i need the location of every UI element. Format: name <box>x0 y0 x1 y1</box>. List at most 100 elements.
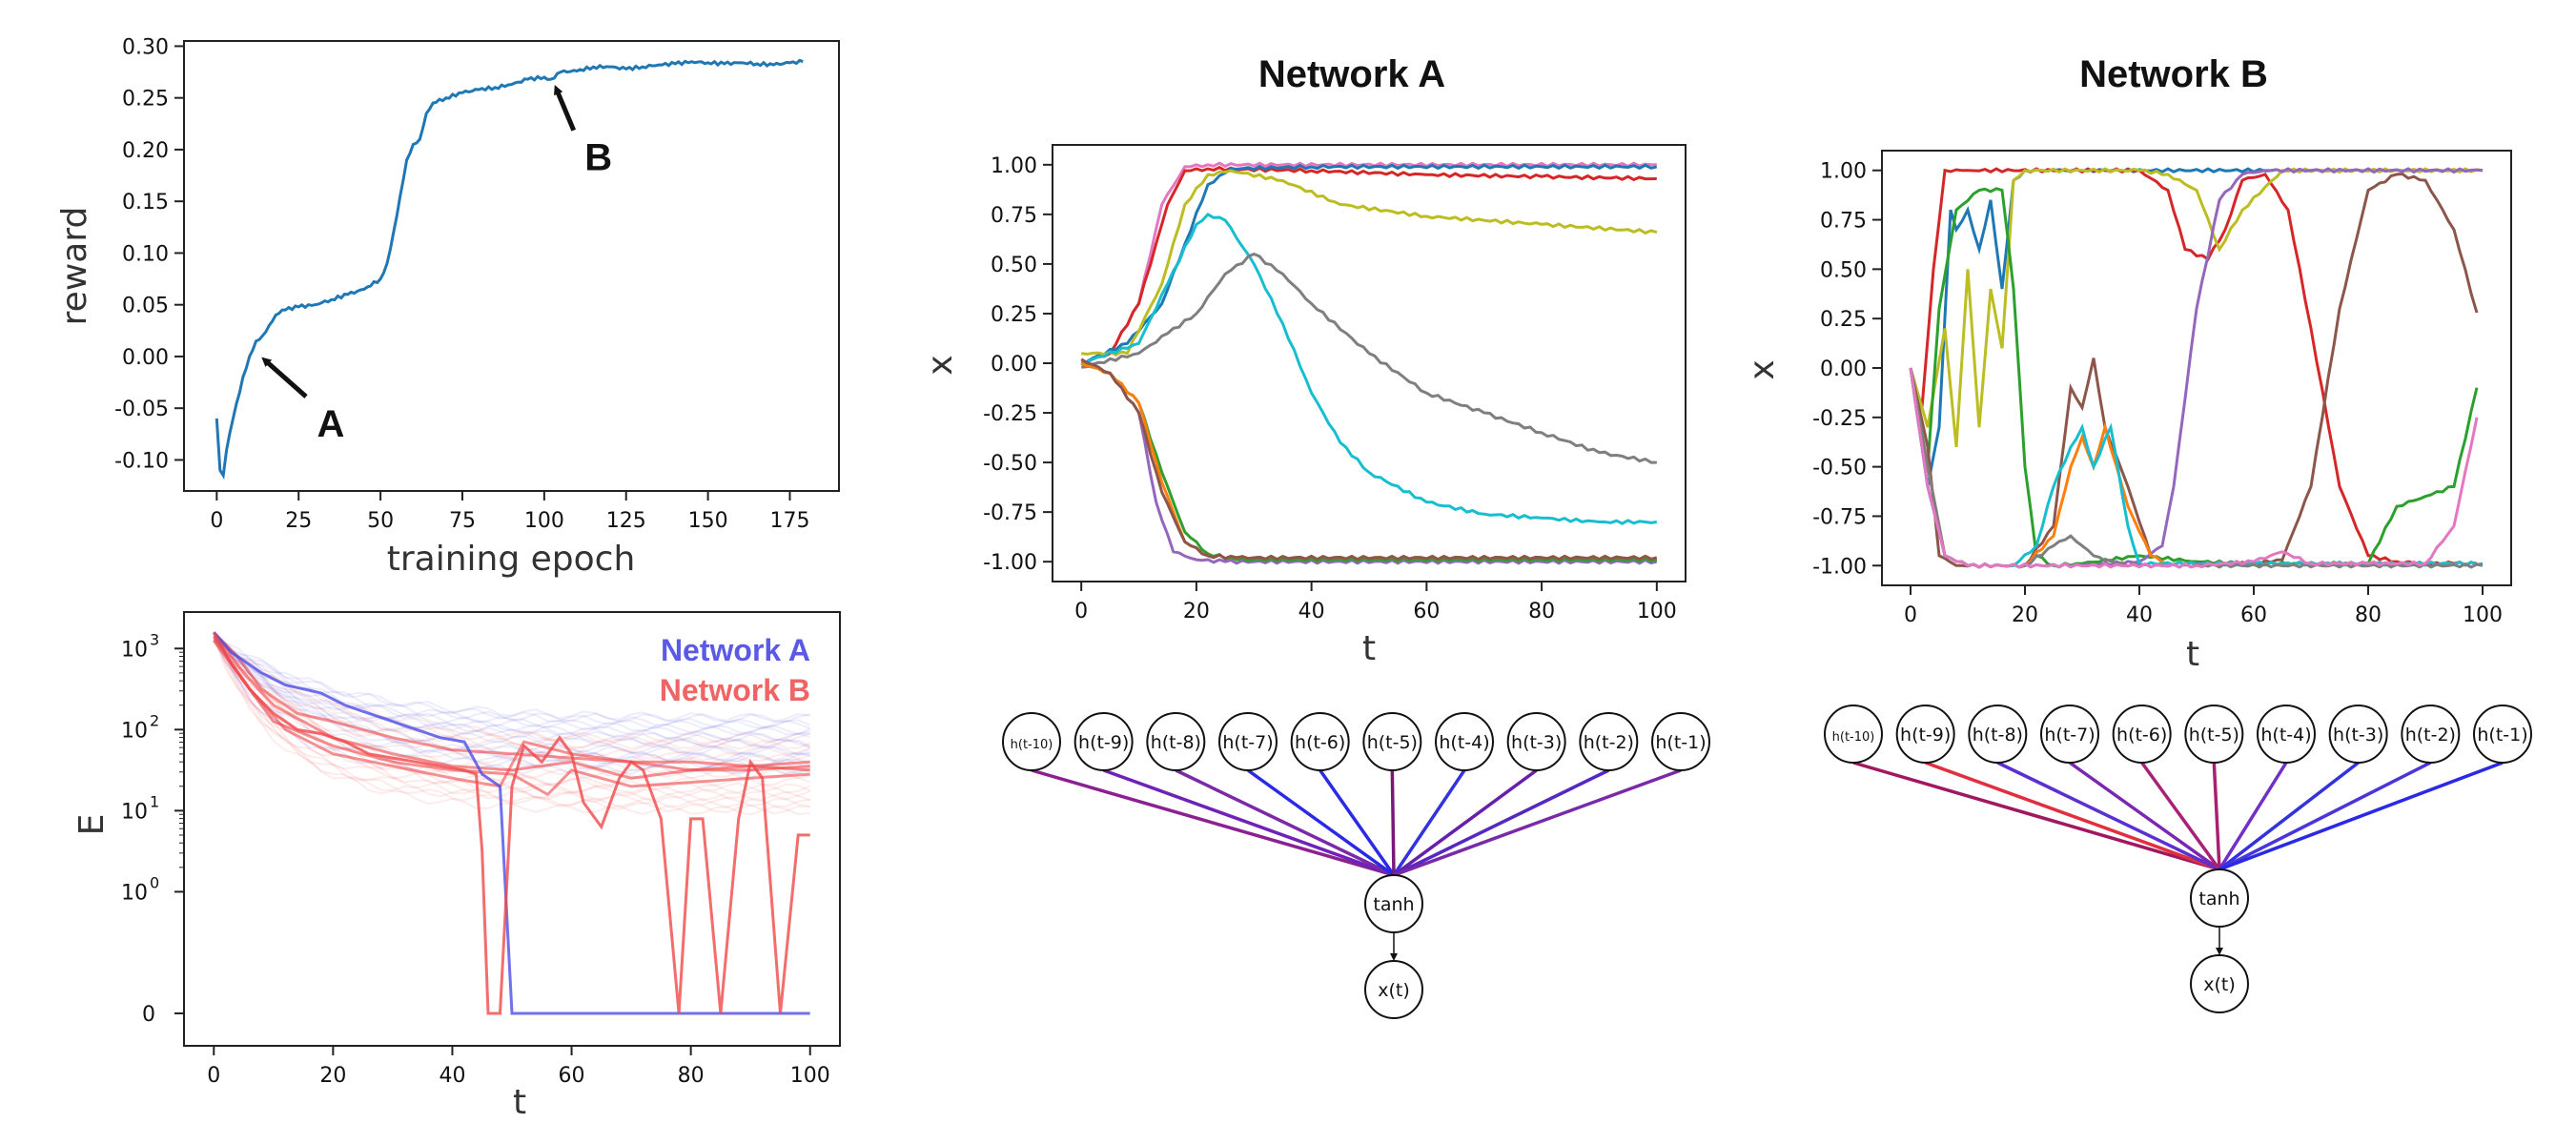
input-node <box>2473 705 2532 764</box>
y-tick-label: -0.25 <box>983 402 1037 426</box>
trajectory-line <box>1909 367 2484 569</box>
x-tick-label: 100 <box>2463 603 2503 627</box>
network-a-y-ticks: -1.00 -0.75 -0.50 -0.25 0.00 0.25 0.50 0.75 1.00 <box>983 154 1053 575</box>
connection-edge <box>1031 768 1395 877</box>
x-tick-label: 20 <box>1183 600 1210 623</box>
reward-x-label: training epoch <box>387 540 636 579</box>
annotation-label: B <box>584 137 612 179</box>
network-b-plot-frame <box>1881 150 2512 586</box>
x-tick-label: 20 <box>2012 603 2038 627</box>
trajectory-line <box>1080 165 1657 365</box>
connection-edge <box>2212 762 2221 870</box>
network-a-x-label: t <box>1362 629 1376 668</box>
y-tick-exponent: 3 <box>150 630 159 648</box>
y-tick-label: 1.00 <box>991 154 1037 178</box>
energy-lines <box>212 631 810 1015</box>
network-a-title: Network A <box>1258 53 1445 95</box>
y-tick-label: 0.30 <box>122 35 169 59</box>
output-node-label: x(t) <box>2203 974 2236 995</box>
input-node-label: h(t-7) <box>2044 725 2095 746</box>
energy-faint-line <box>213 631 810 742</box>
connection-edge <box>2218 762 2288 870</box>
connection-edge <box>1852 761 2220 871</box>
connection-edge <box>1175 768 1395 877</box>
x-tick-label: 40 <box>2126 603 2153 627</box>
trajectory-line <box>1909 367 2479 569</box>
annotation-label: A <box>317 403 345 445</box>
y-tick-label: -1.00 <box>983 551 1037 575</box>
reward-x-ticks: 0 25 50 75 100 125 150 175 <box>210 491 809 533</box>
connection-edge <box>1392 769 1466 876</box>
output-node-label: x(t) <box>1378 980 1410 1001</box>
connection-edge <box>2068 761 2221 871</box>
y-tick-label: 0.25 <box>991 303 1037 327</box>
input-node <box>1002 712 1061 771</box>
annotation-arrow <box>261 357 308 398</box>
connection-edge <box>1996 761 2220 871</box>
trajectory-line <box>1909 167 2484 487</box>
input-node <box>1579 712 1639 771</box>
energy-x-label: t <box>513 1083 526 1122</box>
y-tick-label: 0.20 <box>122 139 169 163</box>
connection-edge <box>1319 768 1396 877</box>
trajectory-line <box>1080 161 1657 365</box>
legend-network-a: Network A <box>661 633 810 667</box>
y-tick-label: 0.25 <box>122 88 169 112</box>
input-node-label: h(t-5) <box>1367 732 1418 753</box>
x-tick-label: 100 <box>790 1064 830 1088</box>
y-tick-label: 10 <box>121 719 148 743</box>
y-tick-label: 10 <box>121 881 148 905</box>
x-tick-label: 100 <box>524 509 564 533</box>
trajectory-line <box>1909 187 2479 569</box>
y-tick-label: -0.25 <box>1812 407 1867 431</box>
x-tick-label: 0 <box>1074 600 1088 623</box>
network-a-y-label: x <box>921 355 960 375</box>
x-tick-label: 80 <box>2355 603 2382 627</box>
connection-edge <box>2218 761 2360 871</box>
reward-plot-frame <box>183 40 840 492</box>
x-tick-label: 50 <box>367 509 394 533</box>
trajectory-line <box>1909 167 2478 567</box>
x-tick-label: 0 <box>207 1064 220 1088</box>
reward-y-label: reward <box>55 207 94 326</box>
energy-faint-line <box>213 638 810 748</box>
input-node <box>1824 705 1883 764</box>
y-tick-label: 0.00 <box>1820 358 1867 381</box>
network-b-diagram: h(t-10) h(t-9) h(t-8) h(t-7) h(t-6) h(t-5) h(t… <box>1824 705 2532 1013</box>
input-node <box>2328 705 2388 764</box>
x-tick-label: 80 <box>1528 600 1555 623</box>
x-tick-label: 20 <box>319 1064 346 1088</box>
network-a-x-ticks: 0 20 40 60 80 100 <box>1074 582 1677 623</box>
legend-network-b: Network B <box>660 673 810 707</box>
network-a-lines <box>1080 161 1658 565</box>
energy-faint-line <box>213 636 811 749</box>
y-tick-label: -0.75 <box>983 501 1037 525</box>
input-node <box>2184 705 2244 764</box>
input-node-label: h(t-10) <box>1832 730 1875 745</box>
energy-faint-line <box>213 633 810 743</box>
y-tick-label: -0.75 <box>1812 505 1867 529</box>
x-tick-label: 80 <box>678 1064 705 1088</box>
energy-faint-line <box>213 637 811 756</box>
input-node-label: h(t-2) <box>2405 725 2456 746</box>
y-tick-label: 0.05 <box>122 295 169 318</box>
y-tick-label: 0.25 <box>1820 308 1867 332</box>
input-node-label: h(t-6) <box>1295 732 1345 753</box>
network-b-y-ticks: -1.00 -0.75 -0.50 -0.25 0.00 0.25 0.50 0.75 1.00 <box>1812 160 1882 579</box>
input-node <box>1290 712 1350 771</box>
energy-faint-line <box>213 637 811 730</box>
reward-series-line <box>215 58 804 480</box>
input-node <box>2401 705 2461 764</box>
connection-edge <box>2140 761 2221 871</box>
network-b-y-label: x <box>1743 359 1782 379</box>
input-node-label: h(t-3) <box>2333 725 2383 746</box>
tanh-node <box>2190 868 2249 928</box>
input-node-label: h(t-5) <box>2189 725 2239 746</box>
y-tick-label: 0.50 <box>1820 258 1867 282</box>
trajectory-line <box>1909 367 2484 569</box>
x-tick-label: 25 <box>285 509 312 533</box>
trajectory-line <box>1080 169 1658 358</box>
y-tick-label: 0.00 <box>991 353 1037 377</box>
y-tick-label: -0.50 <box>983 452 1037 476</box>
